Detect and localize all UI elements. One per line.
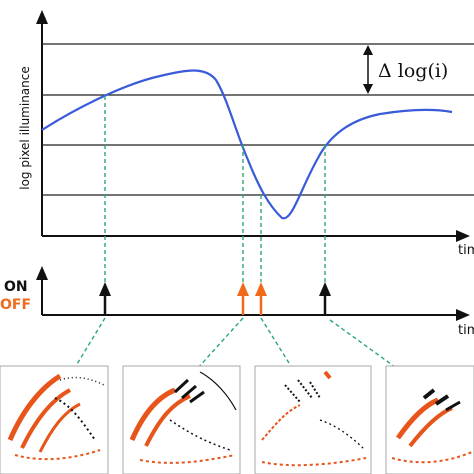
event-axis-arrowhead	[456, 309, 470, 321]
on-event-2	[319, 282, 331, 315]
y-axis-label: log pixel illuminance	[18, 66, 32, 190]
thumbnail-4	[385, 365, 474, 474]
thumbnail-1	[0, 365, 109, 474]
thumbnail-3	[254, 365, 372, 474]
thumbnail-2	[122, 365, 241, 474]
illuminance-curve	[41, 69, 453, 220]
event-timeline: ON OFF time	[0, 266, 474, 338]
event-y-axis-arrowhead	[36, 266, 48, 280]
crossing-connectors	[104, 96, 326, 282]
time-axis-label-bottom: time	[458, 323, 474, 338]
threshold-bracket	[363, 45, 373, 94]
illuminance-plot: log pixel illuminance Δ log(i) time	[18, 10, 474, 258]
legend-on: ON	[4, 279, 28, 295]
time-axis-label-top: time	[458, 243, 474, 258]
frame-connectors	[58, 317, 441, 403]
on-event-1	[99, 282, 111, 315]
threshold-label: Δ log(i)	[378, 60, 448, 82]
off-event-1	[237, 282, 249, 315]
y-axis-arrowhead	[36, 10, 48, 24]
legend-off: OFF	[0, 297, 31, 313]
x-axis-arrowhead	[456, 230, 470, 242]
off-event-2	[255, 282, 267, 315]
